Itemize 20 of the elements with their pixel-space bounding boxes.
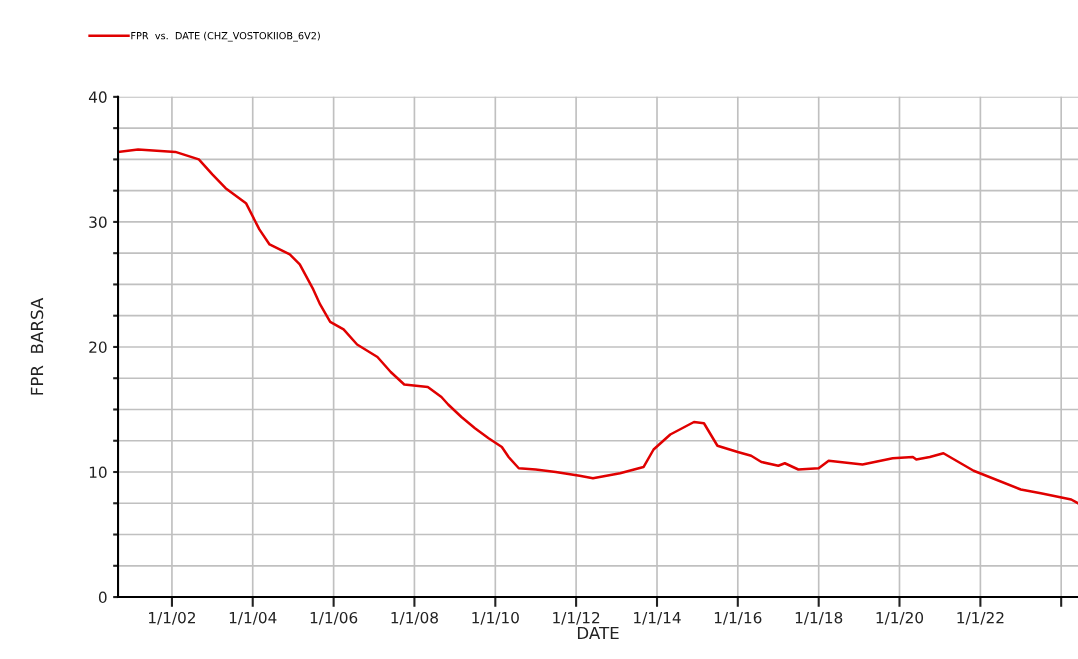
x-tick-label: 1/1/14 bbox=[634, 612, 681, 625]
x-tick-label: 1/1/22 bbox=[957, 611, 1004, 625]
line-series bbox=[118, 148, 1078, 505]
x-tick-label: 1/1/20 bbox=[876, 611, 924, 625]
x-tick-label: 1/1/10 bbox=[472, 611, 519, 625]
legend-label: FPR vs. DATE (CHZ_VOSTOKIIOB_6V2) bbox=[131, 31, 320, 42]
x-tick-label: 1/1/02 bbox=[149, 611, 195, 625]
y-tick-label: 30 bbox=[89, 216, 107, 228]
y-tick-label: 0 bbox=[98, 591, 107, 604]
y-tick-label: 20 bbox=[89, 341, 107, 353]
y-tick-label: 10 bbox=[89, 466, 107, 479]
x-tick-label: 1/1/16 bbox=[714, 611, 762, 625]
y-axis-title: FPR BARSA bbox=[30, 297, 44, 395]
x-axis-title: DATE bbox=[577, 626, 619, 640]
x-tick-label: 1/1/08 bbox=[391, 611, 438, 625]
y-tick-label: 40 bbox=[88, 91, 107, 103]
x-tick-label: 1/1/06 bbox=[310, 611, 358, 625]
x-tick-label: 1/1/12 bbox=[553, 611, 600, 625]
x-tick-label: 1/1/04 bbox=[229, 611, 277, 625]
x-tick-label: 1/1/18 bbox=[795, 611, 843, 625]
